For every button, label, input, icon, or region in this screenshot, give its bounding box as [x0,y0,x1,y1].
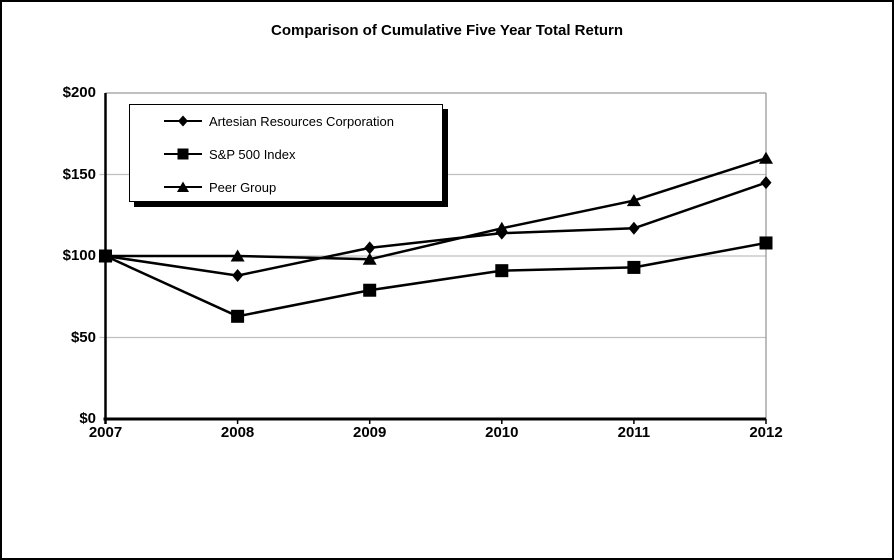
square-marker [231,309,245,323]
x-tick-label: 2008 [220,424,255,441]
square-marker [627,260,641,274]
series-line-2 [105,157,767,261]
x-tick-label: 2010 [485,424,519,441]
y-tick-label: $150 [62,165,96,183]
y-tick-label: $0 [79,410,96,427]
square-marker [363,283,377,297]
legend-item-sp500: S&P 500 Index [163,146,434,162]
y-tick-label: $200 [62,84,96,101]
x-tick-label: 2011 [617,424,651,441]
diamond-marker [760,176,772,190]
diamond-marker [232,269,244,283]
y-tick-label: $50 [70,328,96,346]
y-tick-label: $100 [62,247,96,264]
square-marker [495,264,509,278]
chart-title: Comparison of Cumulative Five Year Total… [270,22,624,39]
triangle-marker [759,151,773,164]
diamond-marker-icon [164,115,202,127]
diamond-marker [628,221,640,235]
square-marker [759,236,773,250]
legend-item-peer-group: Peer Group [163,179,434,195]
square-marker-icon [164,148,202,160]
legend-label-peer-group: Peer Group [209,179,277,195]
series-line-1 [104,241,767,318]
x-tick-label: 2007 [88,424,123,441]
triangle-marker-icon [164,181,202,192]
triangle-marker [362,252,377,265]
series-line-0 [105,181,767,277]
x-tick-label: 2012 [749,424,783,441]
legend: Artesian Resources Corporation S&P 500 I… [129,104,443,202]
legend-label-artesian: Artesian Resources Corporation [209,113,394,129]
triangle-marker [626,194,641,207]
diamond-marker [364,241,376,255]
triangle-marker [494,221,509,234]
x-tick-label: 2009 [353,424,387,441]
legend-item-artesian: Artesian Resources Corporation [163,113,434,129]
triangle-marker [230,249,245,262]
legend-label-sp500: S&P 500 Index [209,146,296,162]
square-marker [99,249,112,263]
